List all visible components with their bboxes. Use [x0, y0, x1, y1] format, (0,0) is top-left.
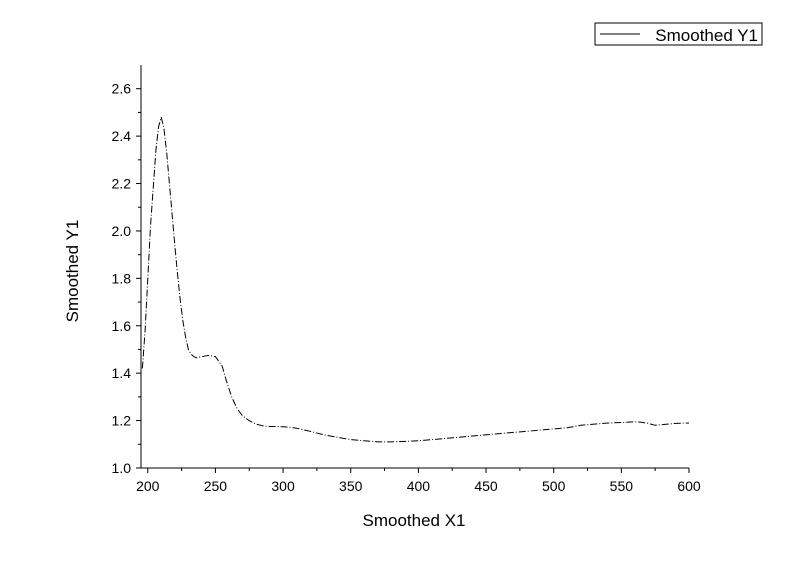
legend-box: [594, 22, 763, 46]
x-tick-label: 250: [204, 478, 228, 494]
x-tick-label: 600: [677, 478, 701, 494]
y-tick-label: 2.0: [112, 223, 132, 239]
y-tick-label: 1.0: [112, 460, 132, 476]
x-tick-label: 550: [610, 478, 634, 494]
y-axis-title: Smoothed Y1: [63, 220, 82, 323]
x-tick-label: 350: [339, 478, 363, 494]
y-tick-label: 1.6: [112, 318, 132, 334]
legend: Smoothed Y1: [594, 22, 763, 46]
x-tick-label: 450: [474, 478, 498, 494]
y-tick-label: 2.2: [112, 176, 132, 192]
legend-entry-smoothed-y1: Smoothed Y1: [655, 26, 758, 45]
y-tick-label: 2.4: [112, 128, 132, 144]
y-tick-label: 1.2: [112, 413, 132, 429]
y-tick-label: 2.6: [112, 81, 132, 97]
x-tick-label: 200: [136, 478, 160, 494]
series-layer: [141, 117, 690, 443]
x-tick-label: 300: [271, 478, 295, 494]
plot-frame: [140, 65, 689, 469]
x-tick-label: 500: [542, 478, 566, 494]
y-tick-label: 1.4: [112, 365, 132, 381]
y-tick-label: 1.8: [112, 270, 132, 286]
x-tick-label: 400: [407, 478, 431, 494]
x-axis-ticks: 200 250 300 350 400 450 500 550 600: [136, 468, 701, 494]
x-axis-title: Smoothed X1: [362, 511, 465, 530]
series-line-smoothed-y1: [141, 117, 690, 443]
y-axis-ticks: 1.0 1.2 1.4 1.6 1.8 2.0 2.2 2.4 2.6: [112, 81, 141, 476]
